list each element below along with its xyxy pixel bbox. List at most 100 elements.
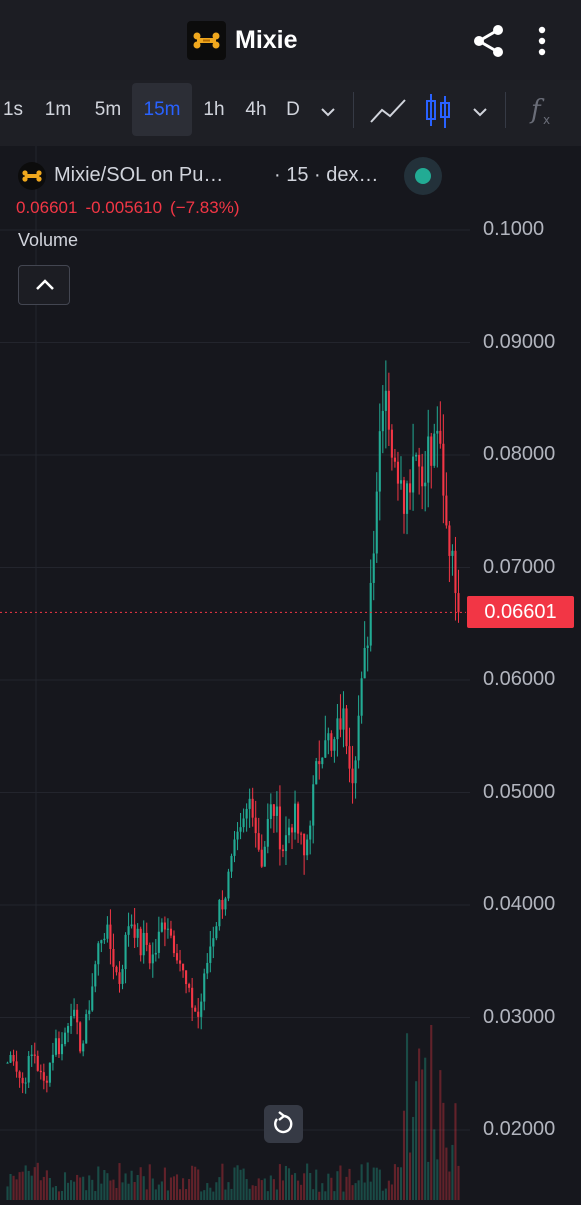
candle-body	[60, 1044, 64, 1055]
volume-bar	[178, 1189, 182, 1200]
volume-bar	[445, 1147, 448, 1200]
candle-body	[227, 871, 230, 899]
candle-body	[254, 817, 257, 834]
candle-body	[200, 1001, 203, 1017]
collapse-legend-button[interactable]	[18, 265, 70, 305]
volume-bar	[266, 1191, 269, 1200]
timeframe-5m[interactable]: 5m	[94, 99, 122, 120]
more-vertical-icon[interactable]	[532, 22, 552, 60]
app-title: Mixie	[235, 26, 298, 54]
candle-body	[45, 1080, 48, 1083]
candle-body	[48, 1062, 51, 1083]
volume-bar	[215, 1182, 218, 1200]
candle-body	[154, 952, 157, 955]
volume-bar	[457, 1165, 460, 1200]
chevron-down-icon[interactable]	[468, 100, 492, 124]
volume-bar	[54, 1185, 57, 1200]
line-chart-icon[interactable]	[368, 94, 408, 128]
candle-body	[297, 803, 300, 834]
candle-body	[345, 708, 348, 747]
volume-bar	[79, 1177, 82, 1200]
volume-bar	[21, 1171, 24, 1200]
candle-body	[230, 855, 233, 872]
volume-bar	[284, 1165, 288, 1200]
candle-body	[324, 740, 327, 758]
price-change: -0.005610	[85, 198, 163, 217]
reset-chart-button[interactable]	[264, 1105, 303, 1143]
chevron-down-icon[interactable]	[316, 100, 340, 124]
candle-body	[436, 430, 439, 434]
price-chart[interactable]	[0, 146, 581, 1200]
price-change-row: 0.06601 -0.005610 (−7.83%)	[16, 198, 247, 218]
volume-bar	[94, 1191, 97, 1200]
candle-body	[188, 984, 191, 988]
volume-bar	[12, 1175, 15, 1200]
candle-body	[79, 1022, 82, 1052]
volume-bar	[109, 1180, 112, 1200]
candle-body	[73, 1009, 76, 1017]
volume-bar	[142, 1176, 145, 1200]
market-status-indicator[interactable]	[404, 157, 442, 195]
timeframe-1h[interactable]: 1h	[203, 99, 225, 120]
symbol-name[interactable]: Mixie/SOL on Pu…	[54, 164, 224, 186]
volume-bar	[121, 1182, 124, 1200]
timeframe-1m[interactable]: 1m	[44, 99, 72, 120]
candle-body	[287, 827, 291, 836]
price-axis-tick: 0.04000	[483, 893, 556, 915]
last-price-tag: 0.06601	[467, 596, 574, 628]
volume-bar	[24, 1165, 27, 1200]
candle-body	[175, 953, 179, 961]
volume-bar	[278, 1164, 281, 1200]
candle-body	[290, 827, 294, 833]
volume-bar	[197, 1169, 200, 1200]
timeframe-4h[interactable]: 4h	[245, 99, 267, 120]
function-icon[interactable]: f x	[527, 92, 559, 130]
candle-body	[381, 410, 384, 432]
candle-body	[166, 928, 169, 930]
candle-body	[224, 898, 227, 910]
volume-bar	[185, 1189, 188, 1200]
candle-body	[378, 431, 381, 492]
price-axis-tick: 0.02000	[483, 1118, 556, 1140]
chart-area[interactable]	[0, 146, 581, 1200]
candle-body	[363, 647, 366, 679]
candle-body	[118, 972, 121, 984]
candle-body	[263, 846, 266, 867]
candle-body	[445, 495, 448, 526]
share-icon[interactable]	[470, 22, 508, 60]
candle-body	[387, 390, 390, 430]
volume-bar	[378, 1169, 381, 1200]
volume-bar	[306, 1163, 309, 1200]
volume-bar	[221, 1163, 224, 1200]
candlestick-icon[interactable]	[424, 92, 452, 130]
candle-body	[315, 761, 318, 785]
candle-body	[197, 1011, 200, 1017]
candle-body	[405, 483, 409, 514]
candle-body	[39, 1070, 42, 1073]
volume-bar	[157, 1184, 160, 1200]
volume-bar	[133, 1181, 136, 1200]
volume-bar	[381, 1190, 384, 1200]
volume-indicator-label[interactable]: Volume	[18, 230, 79, 250]
candle-body	[106, 924, 109, 939]
timeframe-d[interactable]: D	[286, 99, 300, 120]
timeframe-1s[interactable]: 1s	[2, 99, 24, 120]
volume-bar	[148, 1164, 151, 1200]
volume-bar	[27, 1170, 30, 1200]
volume-bar	[366, 1162, 369, 1200]
volume-bar	[42, 1176, 45, 1200]
candle-body	[266, 818, 269, 847]
candle-body	[236, 831, 239, 840]
volume-bar	[154, 1189, 157, 1200]
volume-bar	[315, 1169, 318, 1200]
candle-body	[18, 1071, 21, 1078]
candle-body	[63, 1032, 67, 1045]
price-axis-tick: 0.1000	[483, 218, 545, 240]
volume-bar	[396, 1167, 400, 1200]
candle-body	[293, 803, 297, 833]
timeframe-15m[interactable]: 15m	[132, 83, 192, 136]
candle-body	[375, 491, 378, 554]
volume-bar	[118, 1163, 121, 1200]
volume-bar	[91, 1179, 94, 1200]
candle-body	[33, 1054, 36, 1056]
